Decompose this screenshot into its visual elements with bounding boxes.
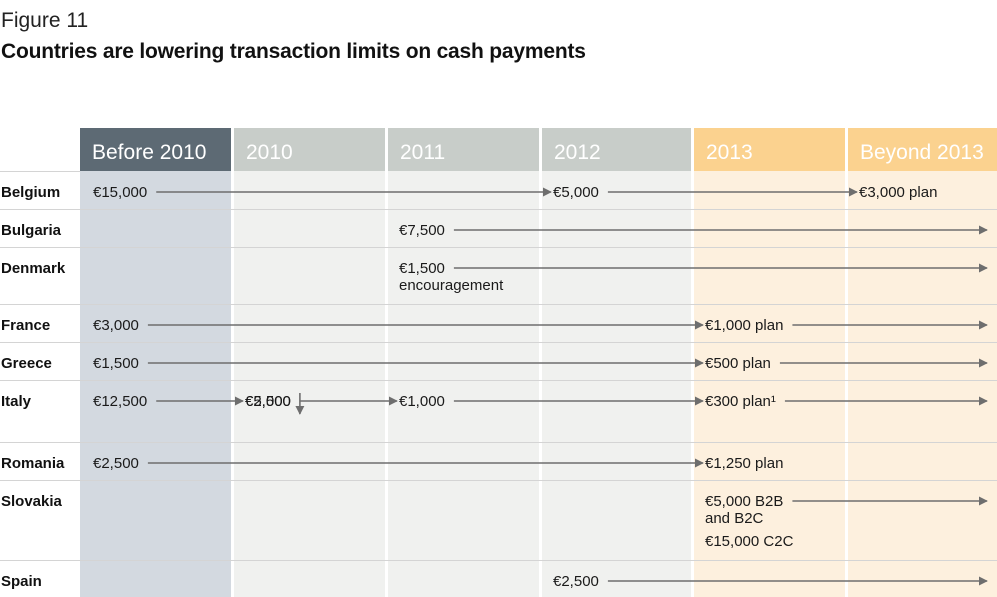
column-bg-1 <box>234 171 385 597</box>
figure-label: Figure 11 <box>1 9 89 32</box>
column-header-label: 2010 <box>246 141 293 164</box>
column-header-bg-3 <box>542 128 691 171</box>
limit-label: €2,500 <box>553 573 599 590</box>
limit-label: €5,000 <box>553 184 599 201</box>
limit-label: €1,250 plan <box>705 455 783 472</box>
column-bg-0 <box>80 171 231 597</box>
limit-label: €300 plan¹ <box>705 393 776 410</box>
limit-label: €3,000 <box>93 317 139 334</box>
limit-label: €2,500 <box>245 393 291 410</box>
limit-label: €5,000 B2B <box>705 493 783 510</box>
country-label: Bulgaria <box>1 222 62 239</box>
column-bg-5 <box>848 171 997 597</box>
limit-label: €15,000 C2C <box>705 533 794 550</box>
limit-label: €1,000 <box>399 393 445 410</box>
limit-label: €1,000 plan <box>705 317 783 334</box>
country-label: Greece <box>1 355 52 372</box>
column-header-label: 2011 <box>400 141 445 164</box>
country-label: Slovakia <box>1 493 63 510</box>
limit-label: €15,000 <box>93 184 147 201</box>
limit-label: and B2C <box>705 510 764 527</box>
column-header-label: 2013 <box>706 141 753 164</box>
column-bg-3 <box>542 171 691 597</box>
limit-label: €12,500 <box>93 393 147 410</box>
limit-label: €500 plan <box>705 355 771 372</box>
country-label: France <box>1 317 50 334</box>
country-label: Belgium <box>1 184 60 201</box>
column-header-label: Before 2010 <box>92 141 206 164</box>
column-header-bg-2 <box>388 128 539 171</box>
country-label: Romania <box>1 455 65 472</box>
column-bg-2 <box>388 171 539 597</box>
country-label: Italy <box>1 393 32 410</box>
column-header-bg-4 <box>694 128 845 171</box>
column-header-label: 2012 <box>554 141 601 164</box>
column-header-bg-5 <box>848 128 997 171</box>
country-label: Denmark <box>1 260 66 277</box>
chart-title: Countries are lowering transaction limit… <box>1 40 586 63</box>
column-header-label: Beyond 2013 <box>860 141 984 164</box>
column-header-bg-0 <box>80 128 231 171</box>
limit-label: €1,500 <box>93 355 139 372</box>
limit-label: encouragement <box>399 277 504 294</box>
limit-label: €7,500 <box>399 222 445 239</box>
limit-label: €2,500 <box>93 455 139 472</box>
column-bg-4 <box>694 171 845 597</box>
limit-label: €1,500 <box>399 260 445 277</box>
column-header-bg-1 <box>234 128 385 171</box>
country-label: Spain <box>1 573 42 590</box>
limit-label: €3,000 plan <box>859 184 937 201</box>
limit-label: €5,000 <box>245 393 291 410</box>
